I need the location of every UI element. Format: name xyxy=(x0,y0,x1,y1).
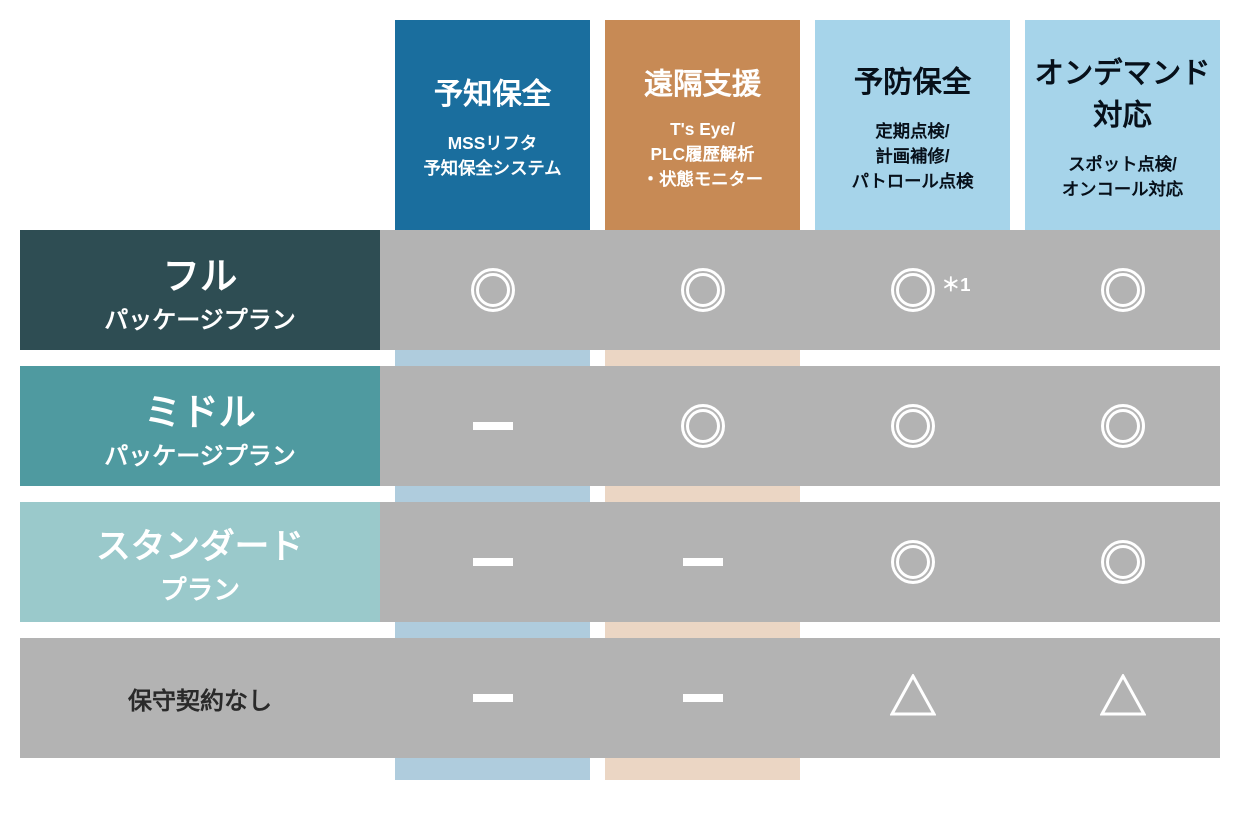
table-cell xyxy=(395,230,590,350)
mark-double-circle-icon xyxy=(471,268,515,312)
column-subtitle: 定期点検/ 計画補修/ パトロール点検 xyxy=(852,117,974,192)
table-cell xyxy=(1025,638,1220,758)
row-title: ミドル xyxy=(144,382,256,436)
column-title: 遠隔支援 xyxy=(644,61,761,103)
row-title: スタンダード xyxy=(96,518,304,568)
column-header: オンデマンド 対応スポット点検/ オンコール対応 xyxy=(1025,20,1220,230)
row-separator xyxy=(20,622,1220,638)
row-title: 保守契約なし xyxy=(128,681,272,716)
table-cell xyxy=(605,502,800,622)
column-title: オンデマンド 対応 xyxy=(1035,50,1211,134)
table-cell xyxy=(605,638,800,758)
mark-dash-icon xyxy=(473,422,513,430)
row-separator xyxy=(20,486,1220,502)
mark-triangle-icon xyxy=(890,674,936,723)
row-label: 保守契約なし xyxy=(20,638,380,758)
row-label: フルパッケージプラン xyxy=(20,230,380,350)
table-cell xyxy=(1025,366,1220,486)
table-cell xyxy=(605,230,800,350)
column-subtitle: スポット点検/ オンコール対応 xyxy=(1062,150,1183,200)
comparison-table: 予知保全 MSSリフタ 予知保全システム 遠隔支援 T's Eye/ PLC履歴解析 … xyxy=(20,20,1220,780)
column-subtitle: T's Eye/ PLC履歴解析 ・状態モニター xyxy=(642,119,763,190)
row-subtitle: パッケージプラン xyxy=(104,436,296,471)
table-cell xyxy=(815,366,1010,486)
mark-dash-icon xyxy=(473,558,513,566)
mark-double-circle-icon xyxy=(891,268,935,312)
mark-double-circle-icon xyxy=(681,268,725,312)
mark-dash-icon xyxy=(683,558,723,566)
column-header: 遠隔支援 T's Eye/ PLC履歴解析 ・状態モニター xyxy=(605,20,800,230)
row-label: スタンダードプラン xyxy=(20,502,380,622)
column-title: 予知保全 xyxy=(434,71,551,113)
table-cell xyxy=(815,502,1010,622)
table-cell xyxy=(395,638,590,758)
table-cell xyxy=(395,502,590,622)
row-label: ミドルパッケージプラン xyxy=(20,366,380,486)
column-header: 予知保全 MSSリフタ 予知保全システム xyxy=(395,20,590,230)
mark-dash-icon xyxy=(683,694,723,702)
mark-double-circle-icon xyxy=(681,404,725,448)
mark-double-circle-icon xyxy=(891,404,935,448)
mark-dash-icon xyxy=(473,694,513,702)
table-cell xyxy=(1025,230,1220,350)
column-subtitle: MSSリフタ 予知保全システム xyxy=(423,129,561,179)
row-subtitle: プラン xyxy=(160,568,240,607)
row-subtitle: パッケージプラン xyxy=(104,300,296,335)
column-header: 予防保全定期点検/ 計画補修/ パトロール点検 xyxy=(815,20,1010,230)
row-title: フル xyxy=(163,246,238,300)
mark-double-circle-icon xyxy=(1101,540,1145,584)
row-separator xyxy=(20,350,1220,366)
mark-triangle-icon xyxy=(1100,674,1146,723)
mark-double-circle-icon xyxy=(1101,268,1145,312)
mark-double-circle-icon xyxy=(891,540,935,584)
table-cell xyxy=(815,638,1010,758)
cell-note: ＊1 xyxy=(941,270,970,297)
column-title: 予防保全 xyxy=(854,59,971,101)
table-cell xyxy=(605,366,800,486)
mark-double-circle-icon xyxy=(1101,404,1145,448)
table-cell xyxy=(395,366,590,486)
table-cell: ＊1 xyxy=(815,230,1010,350)
corner-empty xyxy=(20,20,380,230)
table-cell xyxy=(1025,502,1220,622)
